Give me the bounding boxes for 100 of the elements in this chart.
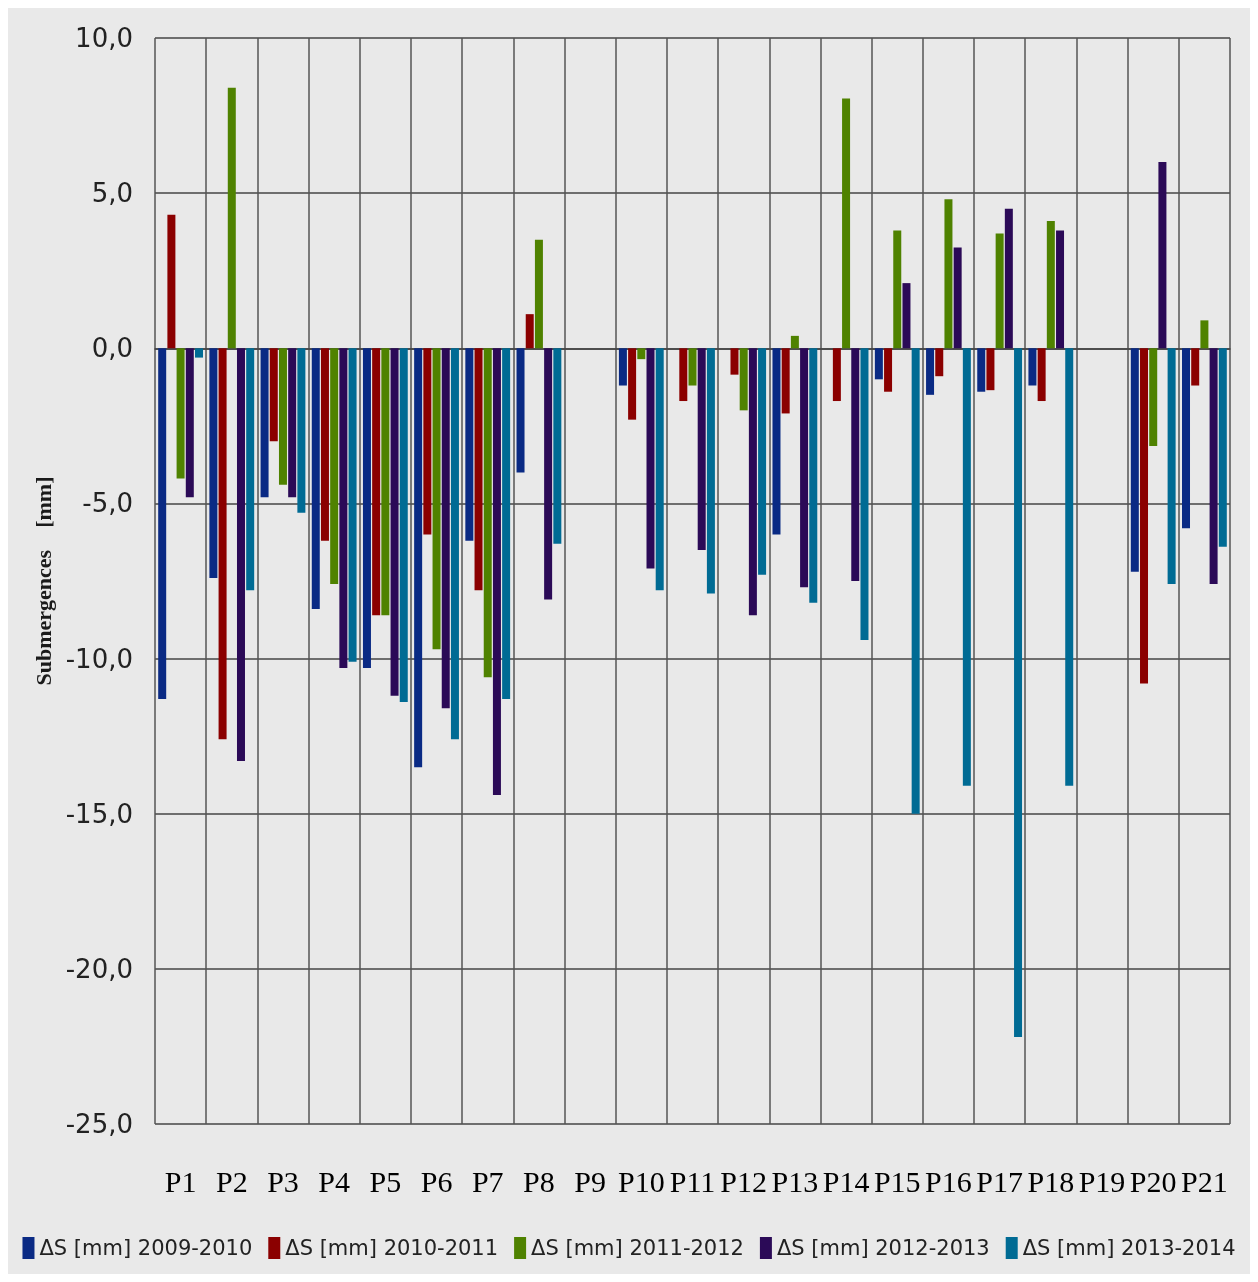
bar [450,348,459,740]
bar [893,230,902,349]
bar [390,348,399,696]
x-tick-label: P9 [574,1164,606,1198]
bar [697,348,706,550]
bar [655,348,664,591]
bar [935,348,944,377]
bar [986,348,995,391]
x-tick-label: P11 [669,1164,716,1198]
bar [339,348,348,668]
bar [911,348,920,814]
bar [288,348,297,498]
bar [790,335,799,349]
y-tick-label: 5,0 [91,178,133,209]
x-tick-label: P17 [976,1164,1023,1198]
bar [1218,348,1227,547]
bar [176,348,185,479]
x-tick-label: P19 [1078,1164,1126,1198]
bar [516,348,525,473]
bar [269,348,278,442]
bar [628,348,637,420]
bar [185,348,194,498]
bar [399,348,408,703]
bar [730,348,739,375]
bar [874,348,883,380]
x-tick-label: P18 [1027,1164,1075,1198]
bar [995,233,1004,349]
bar [637,348,646,360]
x-tick-label: P12 [720,1164,768,1198]
bar [800,348,809,588]
bar [441,348,450,709]
bar [381,348,390,616]
bar [1065,348,1074,786]
bar [953,247,962,349]
bar [758,348,767,575]
bar [236,348,245,761]
bar [962,348,971,786]
bar [483,348,492,678]
x-tick-label: P6 [420,1164,453,1198]
bar [525,314,534,349]
bar [348,348,357,662]
bar [474,348,483,591]
bar [218,348,227,740]
x-tick-label: P20 [1129,1164,1177,1198]
bar [1200,320,1209,349]
bar [362,348,371,668]
bar [320,348,329,541]
bar [860,348,869,640]
bar [167,214,176,349]
bar [706,348,715,594]
bar [781,348,790,414]
bar [1056,230,1065,349]
bar [195,348,203,358]
bar [739,348,748,411]
x-tick-label: P4 [318,1164,351,1198]
bar [688,348,697,386]
legend-label: ΔS [mm] 2010-2011 [285,1236,499,1260]
bar [297,348,306,513]
bar [423,348,432,535]
x-tick-label: P2 [215,1164,248,1198]
bar [1028,348,1037,386]
bar [1037,348,1046,402]
bar [553,348,562,544]
x-tick-label: P16 [925,1164,972,1198]
bar [1149,348,1158,447]
x-tick-label: P10 [617,1164,665,1198]
bar [534,239,543,349]
bar [1014,348,1023,1038]
bar [646,348,655,569]
y-tick-label: -5,0 [82,488,133,519]
bar [544,348,553,600]
bar [246,348,255,591]
bar [832,348,841,402]
bar [330,348,339,585]
bar [311,348,320,609]
bar [502,348,511,699]
x-tick-label: P8 [523,1164,555,1198]
y-tick-label: -15,0 [65,798,133,829]
legend-label: ΔS [mm] 2012-2013 [776,1236,990,1260]
bar [414,348,423,768]
y-tick-label: 10,0 [75,23,133,53]
bar [926,348,935,395]
bar [1182,348,1190,529]
bar [158,348,167,699]
bar [372,348,381,616]
x-tick-label: P13 [771,1164,819,1198]
x-tick-label: P21 [1181,1164,1228,1198]
bar [227,87,236,349]
bar [492,348,501,796]
bar [944,199,953,349]
bar [679,348,688,402]
legend-label: ΔS [mm] 2011-2012 [531,1236,744,1260]
bar [432,348,441,650]
bar [1046,221,1055,349]
bar [465,348,474,541]
bar [748,348,757,616]
bar [209,348,218,578]
x-tick-label: P3 [267,1164,299,1198]
bar [977,348,986,392]
y-tick-label: -25,0 [65,1109,133,1139]
